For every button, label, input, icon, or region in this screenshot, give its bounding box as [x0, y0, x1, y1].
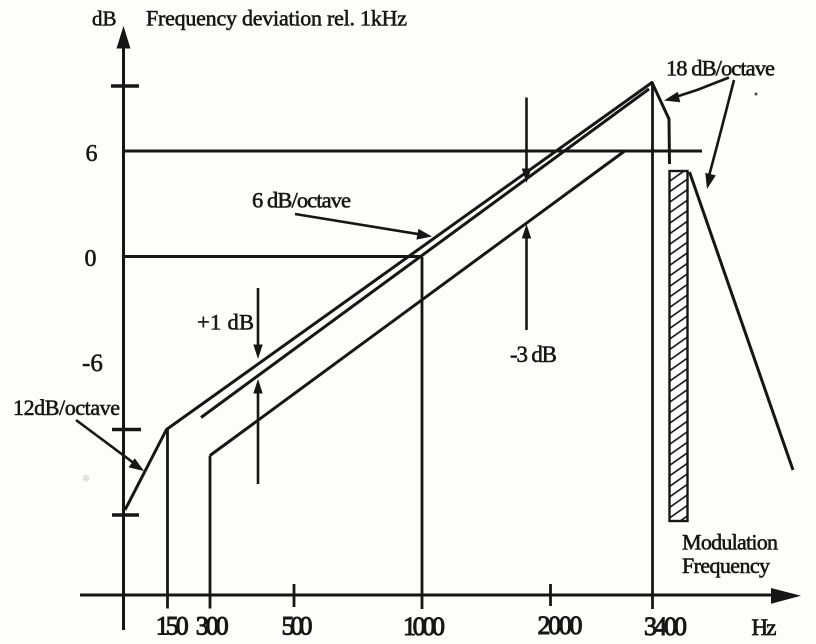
svg-text:2000: 2000	[538, 611, 583, 640]
svg-text:-3 dB: -3 dB	[510, 342, 557, 367]
svg-text:12dB/octave: 12dB/octave	[13, 395, 120, 420]
svg-text:3400: 3400	[644, 612, 687, 641]
svg-text:+1 dB: +1 dB	[197, 310, 254, 335]
svg-text:150: 150	[156, 612, 189, 641]
svg-text:500: 500	[282, 612, 313, 641]
svg-text:dB: dB	[92, 7, 117, 31]
svg-text:Frequency: Frequency	[682, 553, 770, 578]
svg-text:1000: 1000	[403, 612, 445, 641]
svg-text:Frequency deviation rel. 1kHz: Frequency deviation rel. 1kHz	[146, 6, 407, 31]
svg-text:Modulation: Modulation	[682, 530, 778, 555]
svg-text:-6: -6	[82, 350, 103, 377]
svg-text:6: 6	[86, 141, 98, 167]
svg-text:0: 0	[85, 246, 97, 272]
svg-text:300: 300	[196, 612, 229, 641]
svg-text:18 dB/octave: 18 dB/octave	[666, 56, 775, 81]
svg-text:Hz: Hz	[752, 615, 777, 640]
svg-text:6 dB/octave: 6 dB/octave	[252, 188, 351, 213]
